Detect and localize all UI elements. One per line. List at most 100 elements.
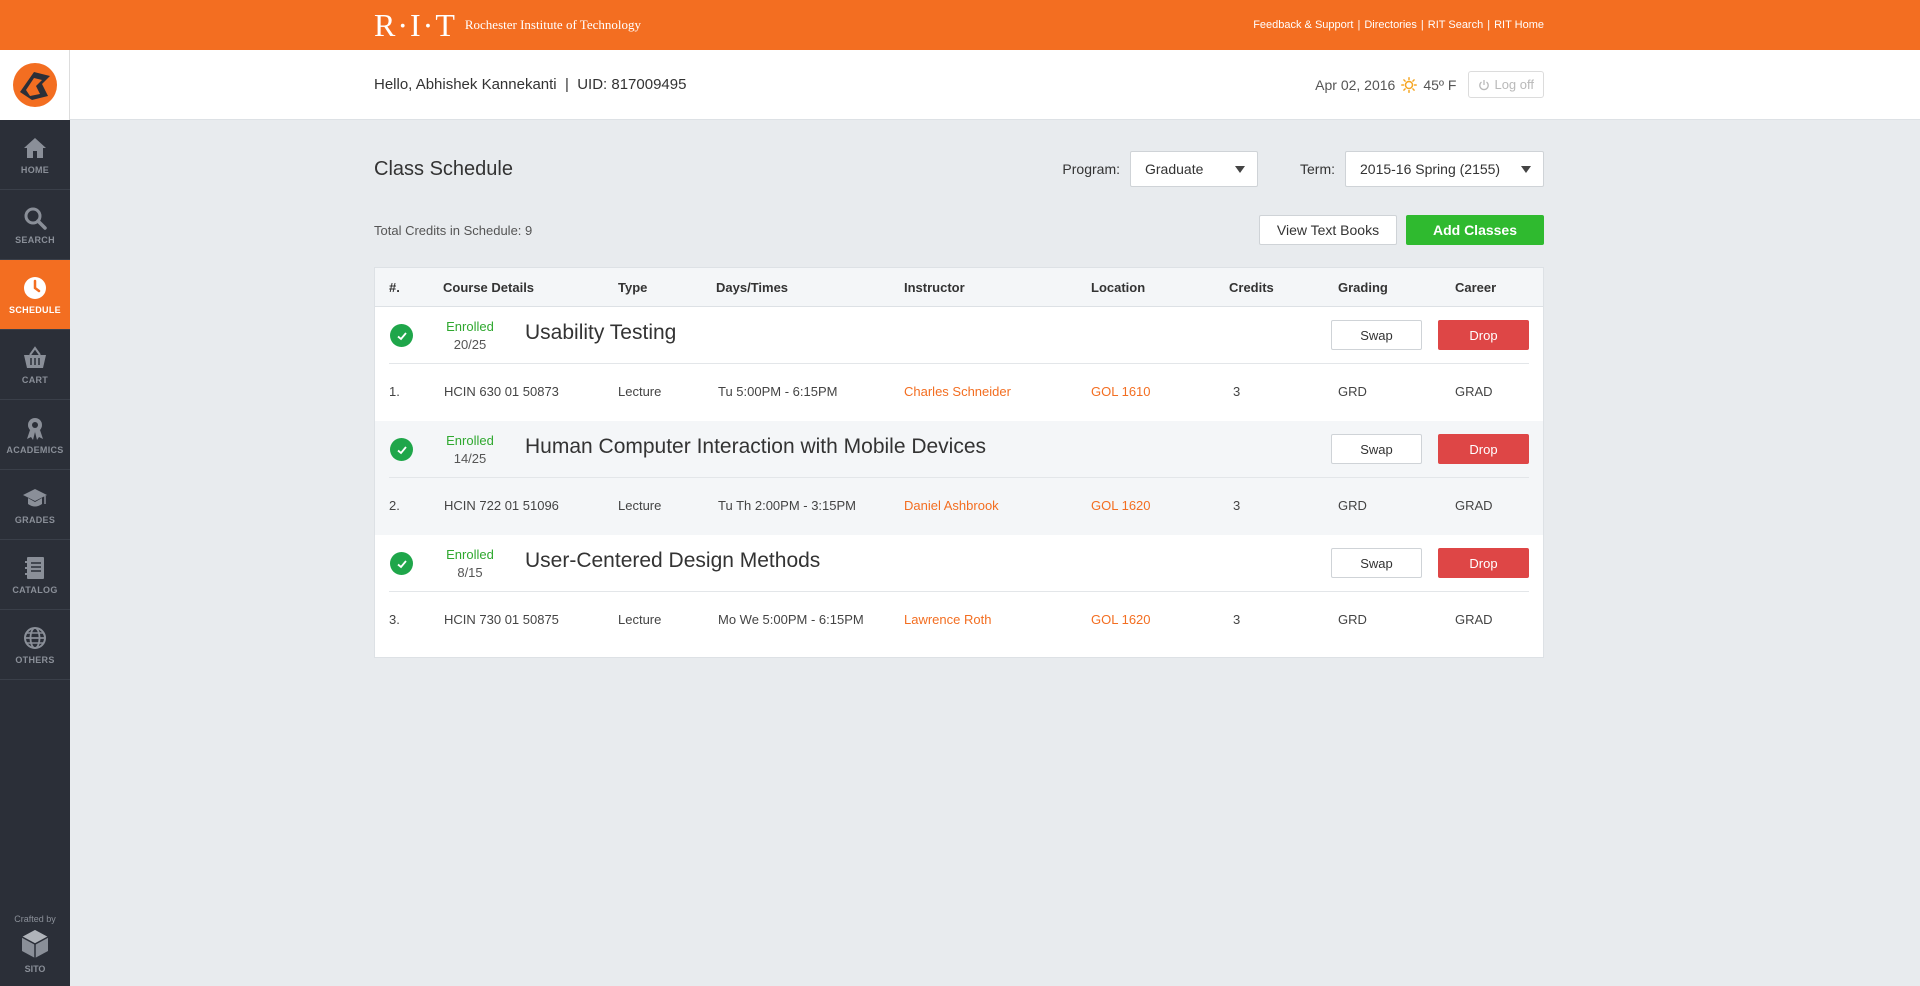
course-row: Enrolled 14/25 Human Computer Interactio… [389, 421, 1529, 478]
course-name[interactable]: Human Computer Interaction with Mobile D… [525, 435, 987, 458]
swap-button[interactable]: Swap [1331, 320, 1422, 350]
sidebar-label: HOME [20, 164, 50, 175]
crafted-by: Crafted by SITO [0, 914, 70, 974]
chevron-down-icon [1235, 165, 1245, 173]
actions: View Text Books Add Classes [1259, 215, 1544, 245]
swap-button[interactable]: Swap [1331, 548, 1422, 578]
basket-icon [24, 345, 46, 368]
col-credits: Credits [1229, 280, 1274, 295]
instructor-link[interactable]: Charles Schneider [904, 384, 1011, 399]
top-bar: R·I·T Rochester Institute of Technology … [0, 0, 1920, 50]
link-rit-search[interactable]: RIT Search [1427, 19, 1484, 31]
tiger-logo-icon [12, 63, 57, 107]
program-select[interactable]: Graduate [1130, 151, 1258, 187]
course-name[interactable]: Usability Testing [525, 321, 677, 344]
current-date: Apr 02, 2016 [1315, 76, 1396, 93]
course-type: Lecture [618, 384, 662, 399]
total-credits: Total Credits in Schedule: 9 [374, 223, 533, 238]
course-group: Enrolled 20/25 Usability Testing Swap Dr… [375, 307, 1543, 421]
course-career: GRAD [1455, 498, 1493, 513]
drop-button[interactable]: Drop [1438, 434, 1529, 464]
course-group: Enrolled 8/15 User-Centered Design Metho… [375, 535, 1543, 657]
add-classes-button[interactable]: Add Classes [1406, 215, 1544, 245]
drop-button[interactable]: Drop [1438, 548, 1529, 578]
term-label: Term: [1300, 161, 1335, 177]
award-icon [27, 417, 43, 440]
rit-letters: R·I·T [374, 7, 457, 43]
drop-button[interactable]: Drop [1438, 320, 1529, 350]
clock-icon [24, 276, 46, 299]
link-directories[interactable]: Directories [1364, 19, 1417, 31]
seat-count: 14/25 [453, 451, 487, 466]
col-instructor: Instructor [904, 280, 965, 295]
course-row: Enrolled 20/25 Usability Testing Swap Dr… [389, 307, 1529, 364]
sidebar-item-grades[interactable]: GRADES [0, 470, 70, 540]
row-num: 2. [389, 498, 400, 513]
view-textbooks-button[interactable]: View Text Books [1259, 215, 1397, 245]
col-career: Career [1455, 280, 1497, 295]
term-select[interactable]: 2015-16 Spring (2155) [1345, 151, 1544, 187]
course-grading: GRD [1338, 384, 1367, 399]
course-row: Enrolled 8/15 User-Centered Design Metho… [389, 535, 1529, 592]
course-days: Tu Th 2:00PM - 3:15PM [718, 498, 857, 513]
course-grading: GRD [1338, 612, 1367, 627]
row-num: 3. [389, 612, 400, 627]
search-icon [24, 207, 47, 230]
location-link[interactable]: GOL 1620 [1091, 612, 1151, 627]
rit-logo[interactable]: R·I·T Rochester Institute of Technology [374, 8, 641, 42]
course-name[interactable]: User-Centered Design Methods [525, 549, 821, 572]
course-credits: 3 [1233, 384, 1241, 399]
link-feedback[interactable]: Feedback & Support [1253, 19, 1354, 31]
sito-cube-icon [21, 930, 49, 958]
sidebar-item-schedule[interactable]: SCHEDULE [0, 260, 70, 330]
check-icon [390, 552, 413, 575]
row-num: 1. [389, 384, 400, 399]
enrollment-status: Enrolled 14/25 [442, 432, 498, 468]
check-icon [390, 324, 413, 347]
sidebar-label: CATALOG [12, 584, 58, 595]
check-icon [390, 438, 413, 461]
crafted-name: SITO [24, 964, 46, 974]
sidebar-label: SEARCH [15, 234, 55, 245]
course-type: Lecture [618, 612, 662, 627]
app-logo[interactable] [0, 50, 70, 120]
course-days: Mo We 5:00PM - 6:15PM [718, 612, 864, 627]
sidebar-item-catalog[interactable]: CATALOG [0, 540, 70, 610]
table-row: 3. HCIN 730 01 50875 Lecture Mo We 5:00P… [375, 592, 1543, 657]
status-label: Enrolled [446, 433, 494, 448]
swap-button[interactable]: Swap [1331, 434, 1422, 464]
col-type: Type [618, 280, 648, 295]
logoff-button[interactable]: Log off [1468, 71, 1544, 98]
sidebar-label: ACADEMICS [6, 444, 64, 455]
crafted-label: Crafted by [14, 914, 56, 924]
filters: Program: Graduate Term: 2015-16 Spring (… [1062, 151, 1544, 187]
course-grading: GRD [1338, 498, 1367, 513]
chevron-down-icon [1521, 165, 1531, 173]
link-rit-home[interactable]: RIT Home [1494, 19, 1544, 31]
sidebar-item-search[interactable]: SEARCH [0, 190, 70, 260]
course-career: GRAD [1455, 384, 1493, 399]
home-icon [24, 137, 46, 158]
rit-name: Rochester Institute of Technology [464, 17, 641, 32]
sidebar-item-cart[interactable]: CART [0, 330, 70, 400]
notebook-icon [25, 556, 44, 579]
sidebar-item-academics[interactable]: ACADEMICS [0, 400, 70, 470]
col-num: #. [389, 280, 400, 295]
page-title: Class Schedule [374, 158, 513, 180]
course-credits: 3 [1233, 612, 1241, 627]
seat-count: 8/15 [457, 565, 483, 580]
top-links: Feedback & Support | Directories | RIT S… [1253, 19, 1544, 31]
sidebar-item-home[interactable]: HOME [0, 120, 70, 190]
location-link[interactable]: GOL 1610 [1091, 384, 1151, 399]
instructor-link[interactable]: Lawrence Roth [904, 612, 992, 627]
instructor-link[interactable]: Daniel Ashbrook [904, 498, 999, 513]
schedule-table: #. Course Details Type Days/Times Instru… [374, 267, 1544, 658]
user-greeting: Hello, Abhishek Kannekanti | UID: 817009… [374, 76, 687, 93]
header-bar: Hello, Abhishek Kannekanti | UID: 817009… [70, 50, 1920, 120]
location-link[interactable]: GOL 1620 [1091, 498, 1151, 513]
sidebar-item-others[interactable]: OTHERS [0, 610, 70, 680]
globe-icon [24, 626, 46, 649]
title-row: Class Schedule Program: Graduate Term: 2… [374, 120, 1544, 215]
logoff-label: Log off [1494, 77, 1534, 92]
col-grading: Grading [1338, 280, 1388, 295]
